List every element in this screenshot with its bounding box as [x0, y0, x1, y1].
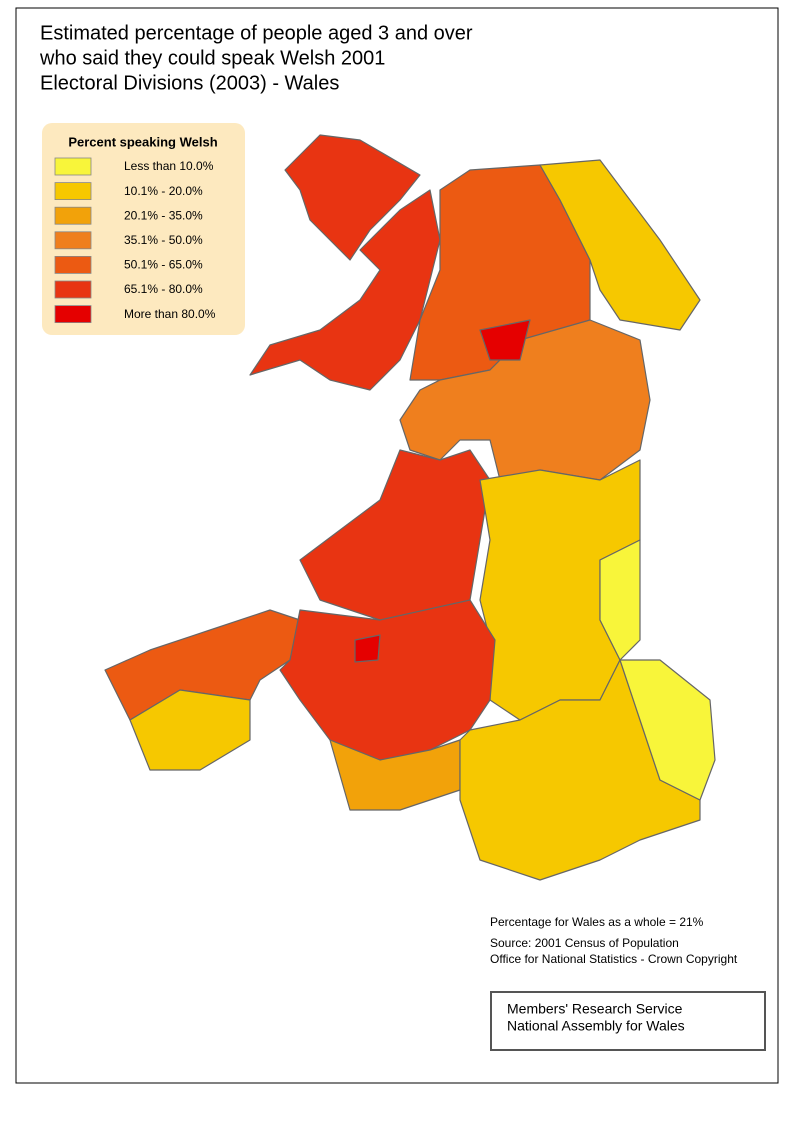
legend-swatch [54, 255, 92, 274]
title-line: Estimated percentage of people aged 3 an… [40, 22, 473, 44]
legend-label: 65.1% - 80.0% [124, 282, 203, 296]
legend-swatch [54, 182, 92, 201]
region [284, 134, 421, 261]
legend-label: 35.1% - 50.0% [124, 233, 203, 247]
region [459, 659, 701, 881]
title: Estimated percentage of people aged 3 an… [39, 22, 473, 94]
legend-swatch [54, 157, 92, 176]
legend-label: More than 80.0% [124, 307, 216, 321]
region [479, 319, 531, 361]
legend-swatch [54, 231, 92, 250]
legend-label: Less than 10.0% [124, 159, 214, 173]
legend-swatch [54, 305, 92, 324]
wales-map [104, 134, 716, 881]
legend-label: 10.1% - 20.0% [124, 184, 203, 198]
credit: National Assembly for Wales [507, 1018, 685, 1034]
legend-label: 50.1% - 65.0% [124, 258, 203, 272]
source: Office for National Statistics - Crown C… [490, 952, 738, 966]
region [619, 659, 716, 801]
region [599, 539, 641, 661]
legend-title: Percent speaking Welsh [68, 134, 217, 149]
note: Percentage for Wales as a whole = 21% [490, 915, 704, 929]
credit-box [490, 991, 766, 1051]
region [129, 689, 251, 771]
region [539, 159, 701, 331]
region [249, 189, 441, 391]
title-line: who said they could speak Welsh 2001 [39, 47, 385, 69]
region [354, 634, 381, 663]
legend: Less than 10.0% 10.1% - 20.0% 20.1% - 35.0… [54, 157, 216, 324]
legend-label: 20.1% - 35.0% [124, 208, 203, 222]
title-line: Electoral Divisions (2003) - Wales [40, 72, 339, 94]
legend-swatch [54, 280, 92, 299]
legend-swatch [54, 206, 92, 225]
region [399, 319, 651, 481]
legend-box [42, 123, 245, 335]
source: Source: 2001 Census of Population [490, 936, 679, 950]
credit: Members' Research Service [507, 1001, 683, 1017]
